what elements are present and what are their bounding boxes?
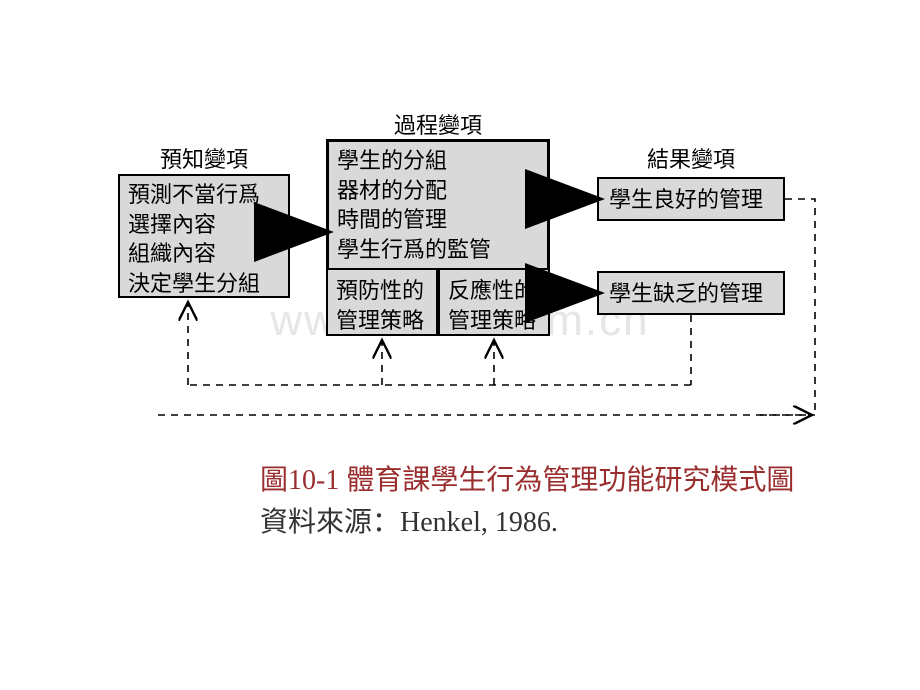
figure-caption-source: 資料來源：Henkel, 1986. bbox=[260, 500, 558, 540]
process-line-3: 時間的管理 bbox=[337, 205, 539, 235]
presage-line-3: 組織內容 bbox=[128, 239, 280, 269]
product-lack-text: 學生缺乏的管理 bbox=[609, 281, 763, 306]
process-line-2: 器材的分配 bbox=[337, 176, 539, 206]
process-sub-right-1: 反應性的 bbox=[448, 276, 540, 306]
box-presage: 預測不當行爲 選擇內容 組織內容 決定學生分組 bbox=[118, 174, 290, 298]
process-sub-left-1: 預防性的 bbox=[336, 276, 428, 306]
label-presage: 預知變項 bbox=[118, 142, 290, 174]
box-process-sub-preventive: 預防性的 管理策略 bbox=[326, 268, 438, 336]
process-sub-right-2: 管理策略 bbox=[448, 306, 540, 336]
feedback-from-good bbox=[785, 199, 815, 415]
presage-line-2: 選擇內容 bbox=[128, 210, 280, 240]
figure-caption-title: 圖10-1 體育課學生行為管理功能研究模式圖 bbox=[260, 458, 794, 498]
product-good-text: 學生良好的管理 bbox=[609, 187, 763, 212]
box-product-good: 學生良好的管理 bbox=[597, 177, 785, 221]
presage-line-4: 決定學生分組 bbox=[128, 269, 280, 299]
label-product: 結果變項 bbox=[597, 142, 785, 174]
process-line-1: 學生的分組 bbox=[337, 146, 539, 176]
box-product-lack: 學生缺乏的管理 bbox=[597, 271, 785, 315]
box-process-sub-reactive: 反應性的 管理策略 bbox=[438, 268, 550, 336]
presage-line-1: 預測不當行爲 bbox=[128, 180, 280, 210]
process-sub-left-2: 管理策略 bbox=[336, 306, 428, 336]
diagram-canvas: www.zixin.com.cn 預知變項 過程變項 結果變項 預測不當行爲 選… bbox=[0, 0, 920, 690]
label-process: 過程變項 bbox=[326, 108, 550, 140]
process-line-4: 學生行爲的監管 bbox=[337, 235, 539, 265]
